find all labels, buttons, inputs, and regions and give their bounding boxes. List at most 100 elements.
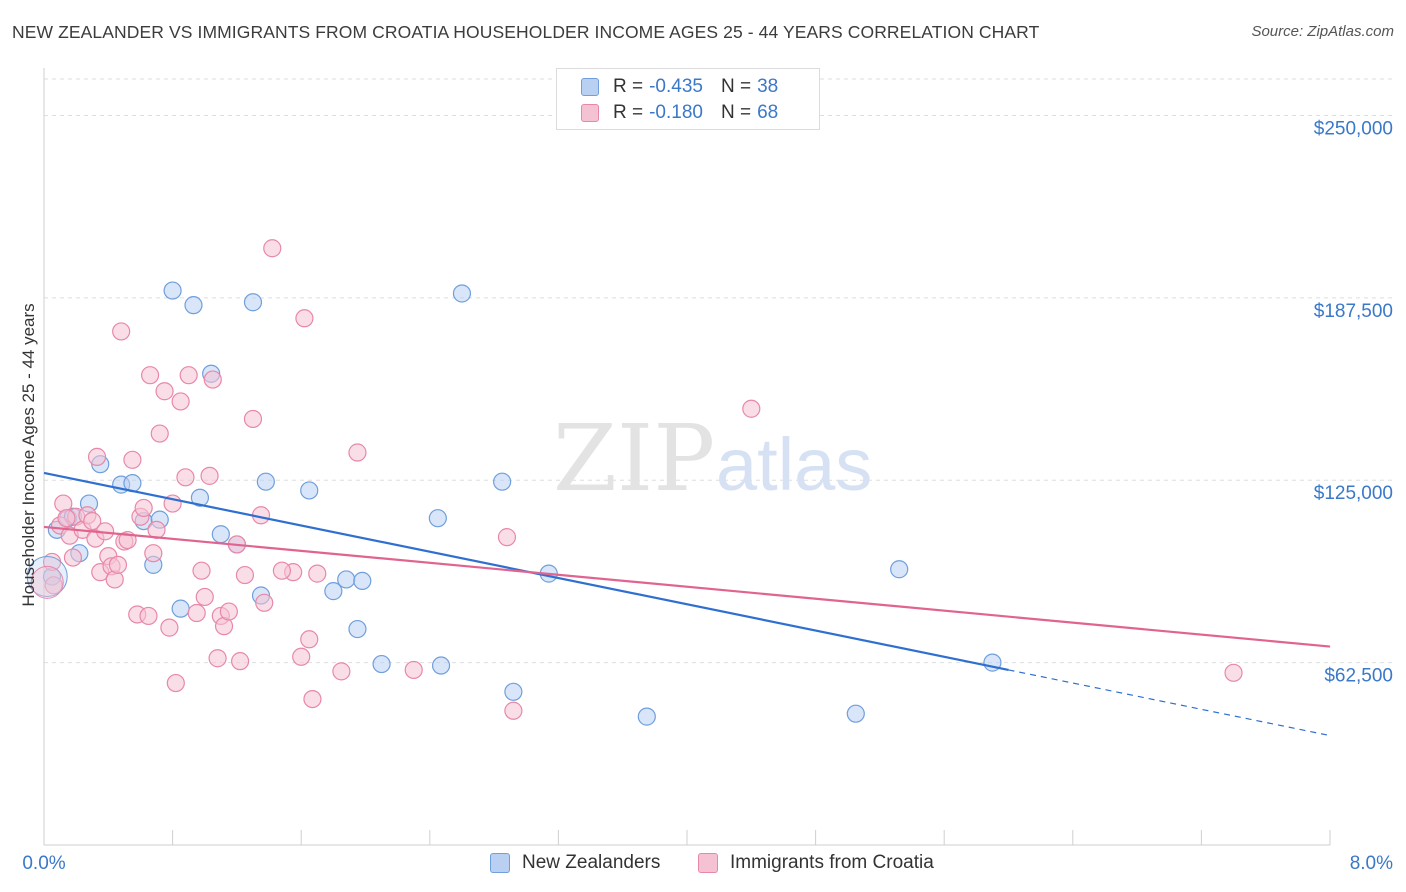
point-croatia: [108, 555, 128, 574]
point-new-zealander: [452, 284, 472, 303]
point-new-zealander: [163, 281, 182, 300]
point-croatia: [255, 593, 274, 612]
series-legend: New Zealanders Immigrants from Croatia: [0, 852, 1406, 878]
y-tick-label: $187,500: [1314, 301, 1393, 322]
point-new-zealander: [26, 556, 68, 598]
point-new-zealander: [171, 599, 190, 618]
point-croatia: [179, 366, 198, 385]
legend-n-value: 38: [757, 76, 779, 97]
point-croatia: [144, 544, 163, 563]
point-croatia: [208, 649, 227, 668]
point-new-zealander: [428, 509, 447, 528]
point-new-zealander: [211, 525, 230, 544]
point-croatia: [134, 498, 153, 518]
watermark-atlas: atlas: [716, 423, 872, 506]
point-croatia: [112, 322, 131, 341]
trend-lines: [43, 471, 1331, 737]
point-new-zealander: [431, 656, 451, 675]
point-new-zealander: [256, 472, 275, 491]
point-new-zealander: [353, 571, 372, 591]
point-croatia: [303, 689, 322, 709]
point-croatia: [155, 382, 174, 401]
point-new-zealander: [300, 481, 319, 500]
legend-r-value: -0.180: [649, 102, 703, 123]
point-croatia: [263, 239, 282, 258]
point-croatia: [219, 602, 238, 621]
legend-row-croatia: R = -0.180 N = 68: [581, 101, 778, 125]
point-croatia: [348, 443, 367, 462]
point-croatia: [123, 450, 142, 469]
y-axis-label: Householder Income Ages 25 - 44 years: [19, 303, 38, 606]
legend-r-label: R =: [613, 76, 644, 97]
legend-swatch-pink: [581, 104, 599, 122]
point-croatia: [231, 652, 250, 671]
point-croatia: [1224, 663, 1243, 682]
point-new-zealander: [324, 582, 343, 601]
point-new-zealander: [372, 654, 391, 674]
point-croatia: [192, 561, 211, 580]
point-croatia: [200, 466, 219, 485]
point-croatia: [203, 370, 222, 389]
point-croatia: [300, 630, 319, 649]
legend-series-label: Immigrants from Croatia: [730, 852, 934, 873]
legend-n-label: N =: [720, 102, 752, 123]
correlation-legend: R = -0.435 N = 38 R = -0.180 N = 68: [556, 68, 820, 130]
point-croatia: [404, 660, 423, 680]
legend-swatch-pink: [698, 853, 718, 873]
point-new-zealander: [890, 560, 909, 579]
point-croatia: [160, 618, 179, 637]
point-croatia: [742, 399, 761, 418]
point-croatia: [140, 366, 160, 385]
y-tick-label: $250,000: [1314, 118, 1393, 139]
legend-item-new-zealanders[interactable]: New Zealanders: [490, 852, 660, 874]
point-croatia: [83, 511, 102, 531]
point-new-zealander: [337, 570, 356, 589]
point-new-zealander: [846, 704, 865, 723]
point-croatia: [57, 509, 76, 528]
legend-item-croatia[interactable]: Immigrants from Croatia: [698, 852, 934, 874]
x-tick-label: 8.0%: [1350, 853, 1393, 874]
data-points: [26, 239, 1243, 726]
point-croatia: [295, 309, 314, 328]
point-croatia: [504, 701, 523, 720]
point-croatia: [63, 548, 83, 567]
point-croatia: [166, 673, 185, 693]
point-croatia: [292, 647, 311, 666]
legend-series-label: New Zealanders: [522, 852, 661, 873]
point-croatia: [195, 587, 214, 607]
legend-r-value: -0.435: [649, 76, 703, 97]
point-croatia: [176, 468, 195, 487]
trend-line-new-zealanders-extension: [1008, 669, 1331, 737]
legend-n-label: N =: [720, 76, 752, 97]
chart-title: NEW ZEALANDER VS IMMIGRANTS FROM CROATIA…: [12, 22, 1040, 42]
point-croatia: [150, 424, 169, 443]
axes: [43, 68, 1331, 846]
point-croatia: [139, 606, 158, 626]
y-tick-label: $125,000: [1314, 483, 1393, 504]
point-new-zealander: [493, 472, 512, 491]
x-tick-label: 0.0%: [22, 853, 65, 874]
point-croatia: [44, 576, 63, 595]
point-new-zealander: [243, 293, 263, 312]
watermark: ZIP atlas: [553, 405, 872, 512]
chart-source: Source: ZipAtlas.com: [1251, 23, 1394, 40]
point-croatia: [235, 565, 255, 585]
legend-swatch-blue: [490, 853, 510, 873]
y-tick-label: $62,500: [1324, 666, 1393, 687]
point-croatia: [272, 561, 292, 580]
point-croatia: [30, 565, 64, 599]
point-croatia: [243, 409, 263, 429]
point-croatia: [308, 564, 327, 583]
point-croatia: [187, 603, 206, 623]
legend-row-new-zealanders: R = -0.435 N = 38: [581, 75, 778, 99]
point-new-zealander: [184, 296, 203, 315]
point-new-zealander: [190, 488, 210, 507]
watermark-zip: ZIP: [553, 405, 715, 512]
point-new-zealander: [348, 619, 367, 639]
legend-swatch-blue: [581, 78, 599, 96]
point-new-zealander: [504, 682, 523, 701]
tick-labels: $62,500 $125,000 $187,500 $250,000 0.0% 8.0%: [22, 118, 1393, 874]
point-croatia: [87, 447, 107, 466]
legend-n-value: 68: [757, 102, 779, 123]
